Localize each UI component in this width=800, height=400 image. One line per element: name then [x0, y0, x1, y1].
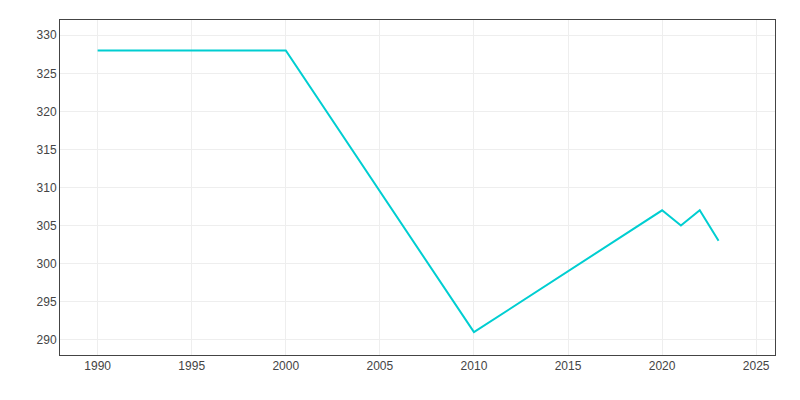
- svg-text:2020: 2020: [649, 359, 676, 373]
- svg-text:2025: 2025: [743, 359, 770, 373]
- svg-text:315: 315: [37, 143, 57, 157]
- svg-text:2005: 2005: [367, 359, 394, 373]
- svg-text:300: 300: [37, 257, 57, 271]
- svg-text:305: 305: [37, 219, 57, 233]
- svg-text:1995: 1995: [178, 359, 205, 373]
- svg-text:2000: 2000: [272, 359, 299, 373]
- svg-text:310: 310: [37, 181, 57, 195]
- svg-text:290: 290: [37, 333, 57, 347]
- svg-text:2010: 2010: [461, 359, 488, 373]
- svg-text:330: 330: [37, 28, 57, 42]
- svg-text:1990: 1990: [84, 359, 111, 373]
- svg-text:2015: 2015: [555, 359, 582, 373]
- svg-text:295: 295: [37, 295, 57, 309]
- svg-text:320: 320: [37, 105, 57, 119]
- svg-text:325: 325: [37, 67, 57, 81]
